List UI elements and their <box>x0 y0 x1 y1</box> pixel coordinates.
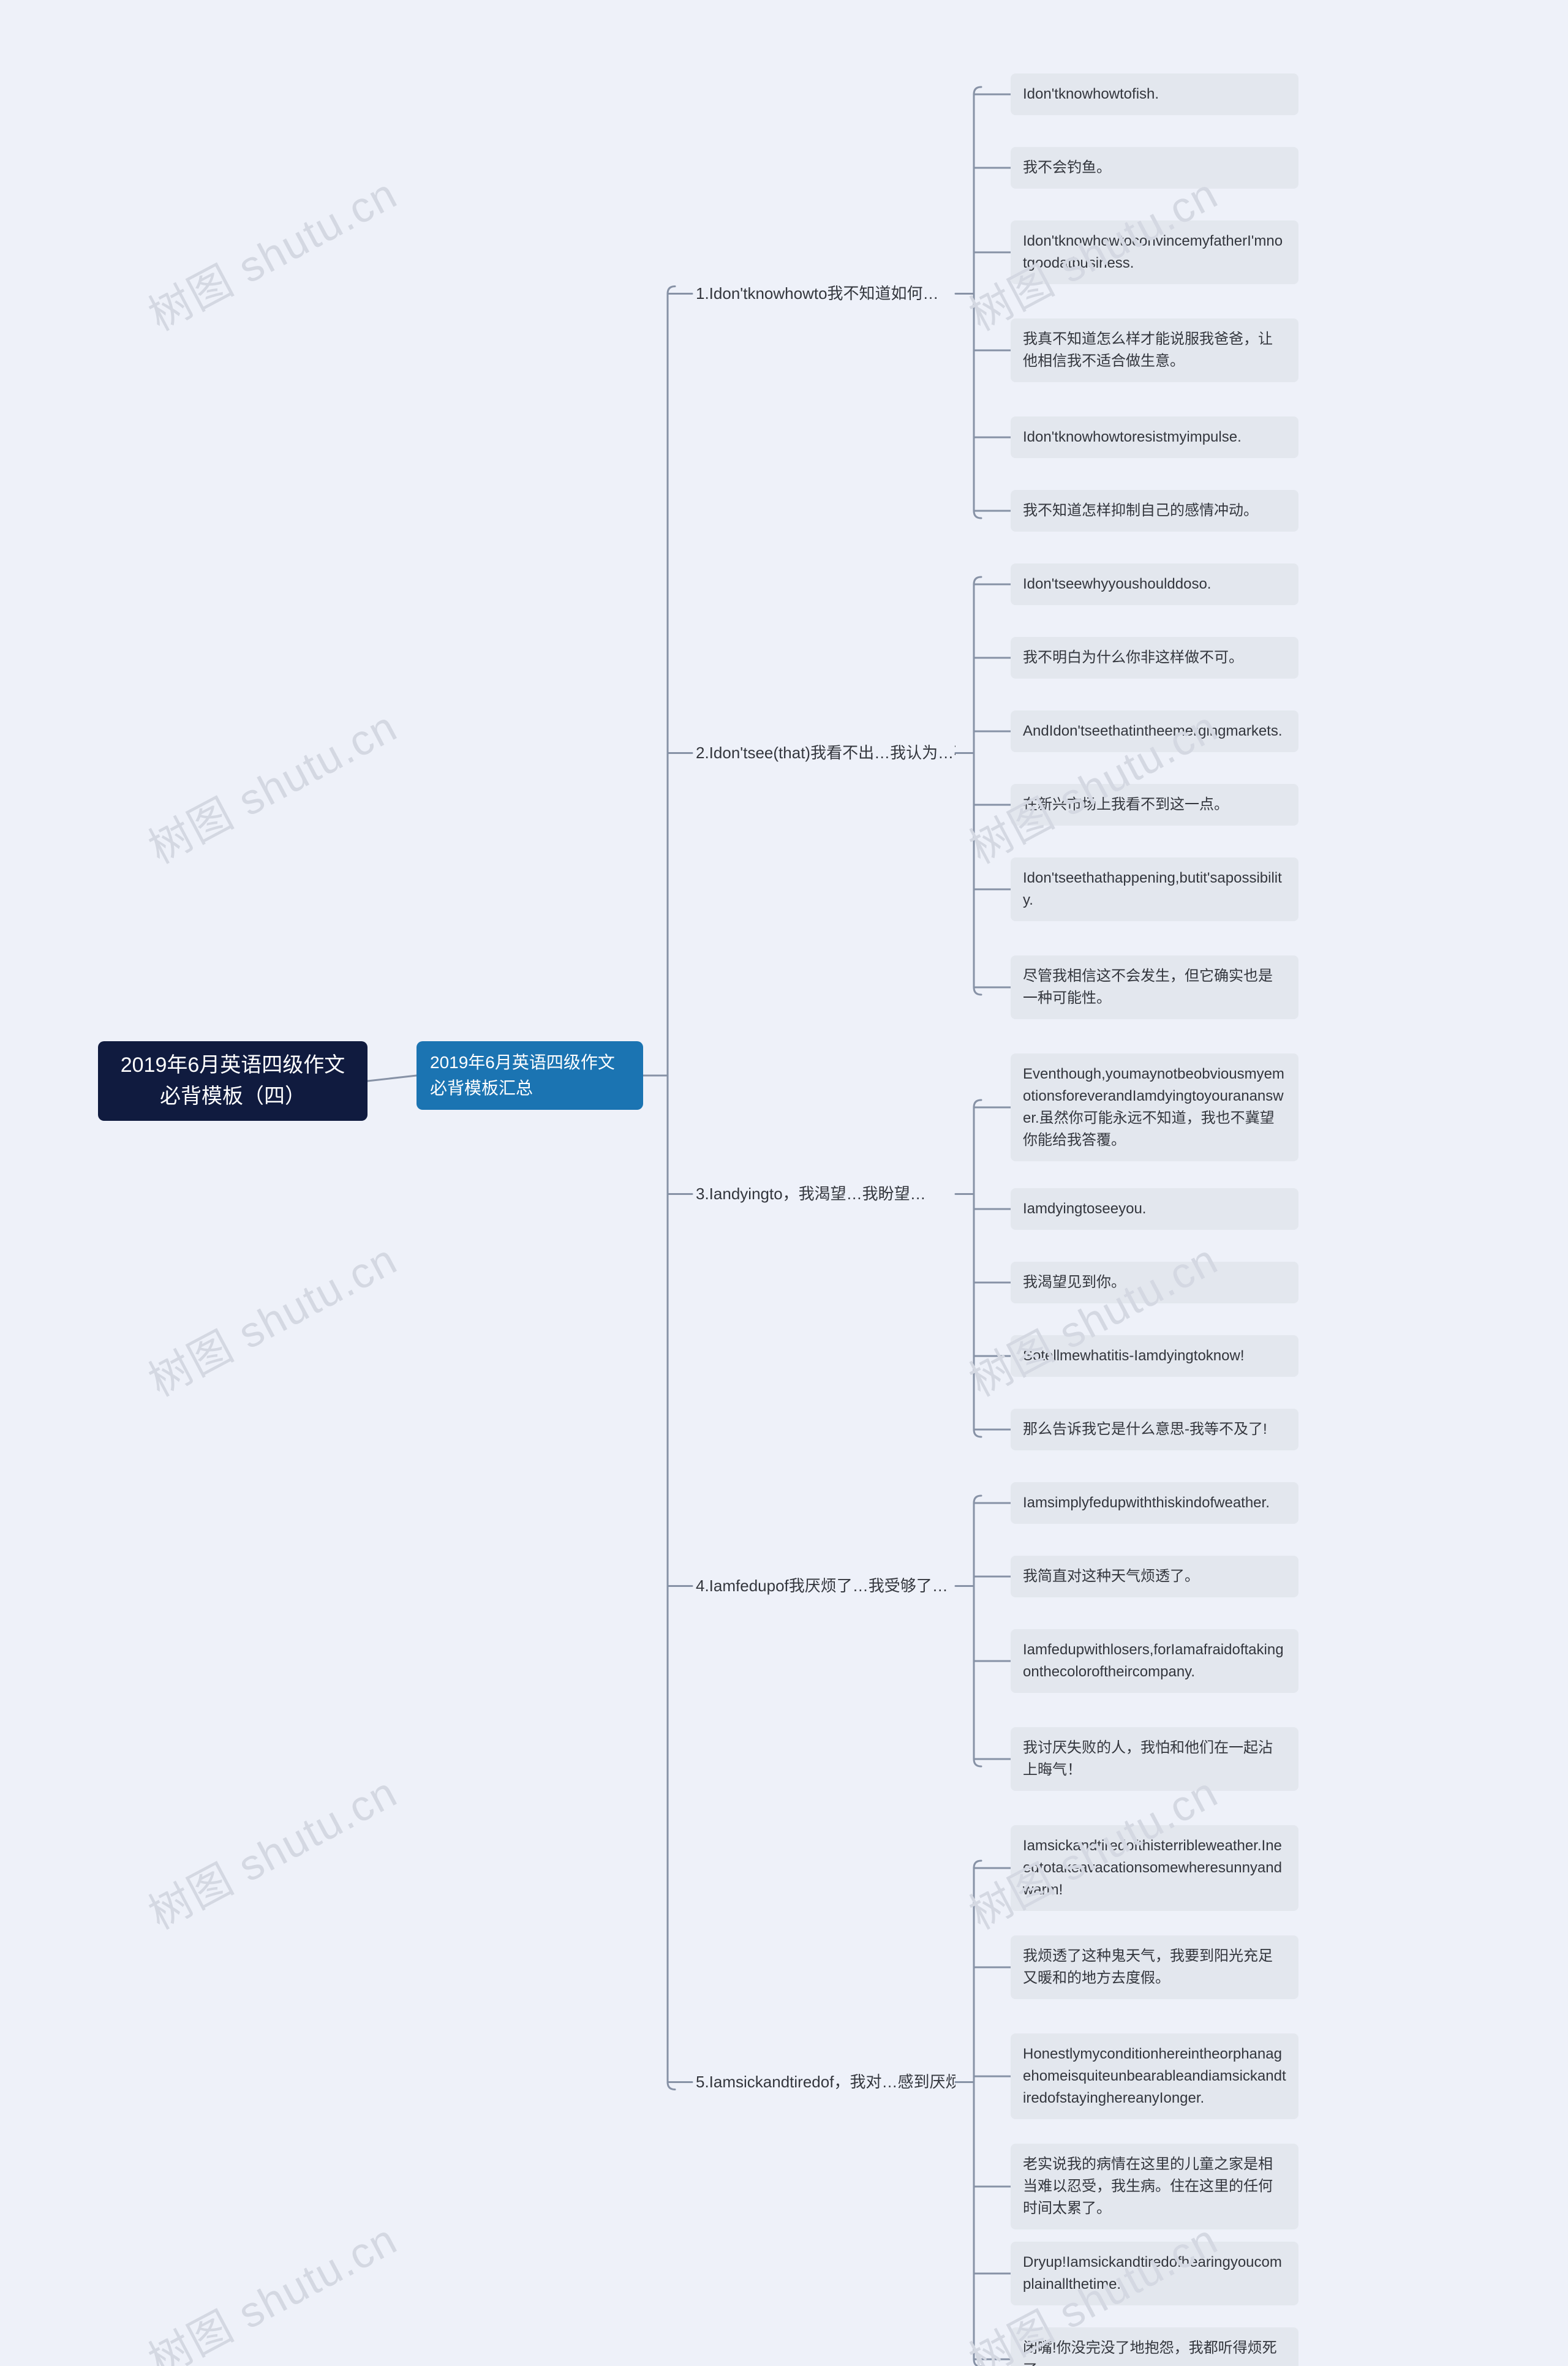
leaf-text: 我不知道怎样抑制自己的感情冲动。 <box>1023 502 1258 519</box>
leaf-text: 我讨厌失败的人，我怕和他们在一起沾上晦气！ <box>1023 1739 1273 1778</box>
leaf-text: Dryup!Iamsickandtiredofhearingyoucomplai… <box>1023 2254 1282 2293</box>
leaf-node[interactable]: 闭嘴!你没完没了地抱怨，我都听得烦死了。 <box>1011 2327 1298 2366</box>
leaf-node[interactable]: 我不知道怎样抑制自己的感情冲动。 <box>1011 490 1298 532</box>
leaf-node[interactable]: Iamdyingtoseeyou. <box>1011 1188 1298 1230</box>
watermark: 树图 shutu.cn <box>136 2206 406 2366</box>
branch-node[interactable]: 1.Idon'tknowhowto我不知道如何… <box>692 276 956 312</box>
leaf-text: 老实说我的病情在这里的儿童之家是相当难以忍受，我生病。住在这里的任何时间太累了。 <box>1023 2156 1273 2217</box>
leaf-text: Iamdyingtoseeyou. <box>1023 1200 1146 1217</box>
leaf-text: 我不会钓鱼。 <box>1023 159 1111 176</box>
watermark: 树图 shutu.cn <box>957 1226 1227 1409</box>
watermark: 树图 shutu.cn <box>136 693 406 876</box>
leaf-text: 那么告诉我它是什么意思-我等不及了! <box>1023 1421 1267 1437</box>
leaf-node[interactable]: Sotellmewhatitis-Iamdyingtoknow! <box>1011 1335 1298 1377</box>
root-node[interactable]: 2019年6月英语四级作文必背模板（四） <box>98 1041 368 1121</box>
leaf-node[interactable]: 尽管我相信这不会发生，但它确实也是一种可能性。 <box>1011 955 1298 1019</box>
leaf-text: 尽管我相信这不会发生，但它确实也是一种可能性。 <box>1023 968 1273 1006</box>
branch-label: 2.Idon'tsee(that)我看不出…我认为…不… <box>696 744 956 762</box>
leaf-node[interactable]: 我简直对这种天气烦透了。 <box>1011 1556 1298 1597</box>
leaf-node[interactable]: 我不会钓鱼。 <box>1011 147 1298 189</box>
leaf-text: 我烦透了这种鬼天气，我要到阳光充足又暖和的地方去度假。 <box>1023 1948 1273 1986</box>
branch-label: 5.Iamsickandtiredof，我对…感到厌烦 <box>696 2073 956 2091</box>
leaf-node[interactable]: Idon'tknowhowtoconvincemyfatherI'mnotgoo… <box>1011 220 1298 284</box>
leaf-node[interactable]: 那么告诉我它是什么意思-我等不及了! <box>1011 1409 1298 1450</box>
branch-node[interactable]: 5.Iamsickandtiredof，我对…感到厌烦 <box>692 2064 956 2100</box>
leaf-text: 闭嘴!你没完没了地抱怨，我都听得烦死了。 <box>1023 2340 1277 2366</box>
branch-label: 3.Iandyingto，我渴望…我盼望… <box>696 1185 926 1203</box>
leaf-node[interactable]: 我烦透了这种鬼天气，我要到阳光充足又暖和的地方去度假。 <box>1011 1935 1298 1999</box>
leaf-text: 我不明白为什么你非这样做不可。 <box>1023 649 1243 666</box>
leaf-text: Eventhough,youmaynotbeobviousmyemotionsf… <box>1023 1066 1284 1148</box>
leaf-text: Honestlymyconditionhereintheorphanagehom… <box>1023 2046 1286 2106</box>
leaf-node[interactable]: 我渴望见到你。 <box>1011 1262 1298 1303</box>
leaf-node[interactable]: Idon'tknowhowtofish. <box>1011 73 1298 115</box>
leaf-node[interactable]: Idon'tseewhyyoushoulddoso. <box>1011 563 1298 605</box>
leaf-node[interactable]: Dryup!Iamsickandtiredofhearingyoucomplai… <box>1011 2242 1298 2305</box>
leaf-node[interactable]: 我讨厌失败的人，我怕和他们在一起沾上晦气！ <box>1011 1727 1298 1791</box>
leaf-node[interactable]: 在新兴市场上我看不到这一点。 <box>1011 784 1298 826</box>
leaf-node[interactable]: 我真不知道怎么样才能说服我爸爸，让他相信我不适合做生意。 <box>1011 318 1298 382</box>
leaf-node[interactable]: Iamfedupwithlosers,forIamafraidoftakingo… <box>1011 1629 1298 1693</box>
leaf-text: AndIdon'tseethatintheemergingmarkets. <box>1023 723 1283 739</box>
watermark: 树图 shutu.cn <box>136 160 406 343</box>
leaf-text: 我真不知道怎么样才能说服我爸爸，让他相信我不适合做生意。 <box>1023 331 1273 369</box>
leaf-text: 在新兴市场上我看不到这一点。 <box>1023 796 1229 813</box>
leaf-text: Idon'tknowhowtoresistmyimpulse. <box>1023 429 1242 445</box>
root-label: 2019年6月英语四级作文必背模板（四） <box>121 1053 345 1108</box>
leaf-node[interactable]: Iamsimplyfedupwiththiskindofweather. <box>1011 1482 1298 1524</box>
leaf-node[interactable]: 我不明白为什么你非这样做不可。 <box>1011 637 1298 679</box>
branch-label: 1.Idon'tknowhowto我不知道如何… <box>696 284 939 303</box>
branch-label: 4.Iamfedupof我厌烦了…我受够了… <box>696 1577 948 1595</box>
leaf-text: 我渴望见到你。 <box>1023 1274 1126 1290</box>
level1-label: 2019年6月英语四级作文必背模板汇总 <box>430 1053 615 1098</box>
leaf-text: Iamfedupwithlosers,forIamafraidoftakingo… <box>1023 1641 1284 1680</box>
leaf-text: Iamsimplyfedupwiththiskindofweather. <box>1023 1494 1270 1511</box>
leaf-text: 我简直对这种天气烦透了。 <box>1023 1568 1199 1584</box>
leaf-text: Idon'tknowhowtoconvincemyfatherI'mnotgoo… <box>1023 233 1283 271</box>
leaf-node[interactable]: AndIdon'tseethatintheemergingmarkets. <box>1011 710 1298 752</box>
leaf-node[interactable]: Iamsickandtiredofthisterribleweather.Ine… <box>1011 1825 1298 1911</box>
leaf-node[interactable]: Eventhough,youmaynotbeobviousmyemotionsf… <box>1011 1053 1298 1161</box>
watermark: 树图 shutu.cn <box>136 1758 406 1942</box>
branch-node[interactable]: 2.Idon'tsee(that)我看不出…我认为…不… <box>692 735 956 771</box>
leaf-text: Sotellmewhatitis-Iamdyingtoknow! <box>1023 1347 1245 1364</box>
branch-node[interactable]: 3.Iandyingto，我渴望…我盼望… <box>692 1176 956 1212</box>
leaf-text: Idon'tseewhyyoushoulddoso. <box>1023 576 1211 592</box>
leaf-text: Idon'tseethathappening,butit'sapossibili… <box>1023 870 1282 908</box>
leaf-node[interactable]: Honestlymyconditionhereintheorphanagehom… <box>1011 2033 1298 2119</box>
leaf-text: Iamsickandtiredofthisterribleweather.Ine… <box>1023 1837 1282 1898</box>
level1-node[interactable]: 2019年6月英语四级作文必背模板汇总 <box>417 1041 643 1110</box>
leaf-node[interactable]: Idon'tknowhowtoresistmyimpulse. <box>1011 416 1298 458</box>
watermark: 树图 shutu.cn <box>136 1226 406 1409</box>
leaf-node[interactable]: Idon'tseethathappening,butit'sapossibili… <box>1011 857 1298 921</box>
leaf-node[interactable]: 老实说我的病情在这里的儿童之家是相当难以忍受，我生病。住在这里的任何时间太累了。 <box>1011 2144 1298 2229</box>
branch-node[interactable]: 4.Iamfedupof我厌烦了…我受够了… <box>692 1568 956 1604</box>
leaf-text: Idon'tknowhowtofish. <box>1023 86 1159 102</box>
